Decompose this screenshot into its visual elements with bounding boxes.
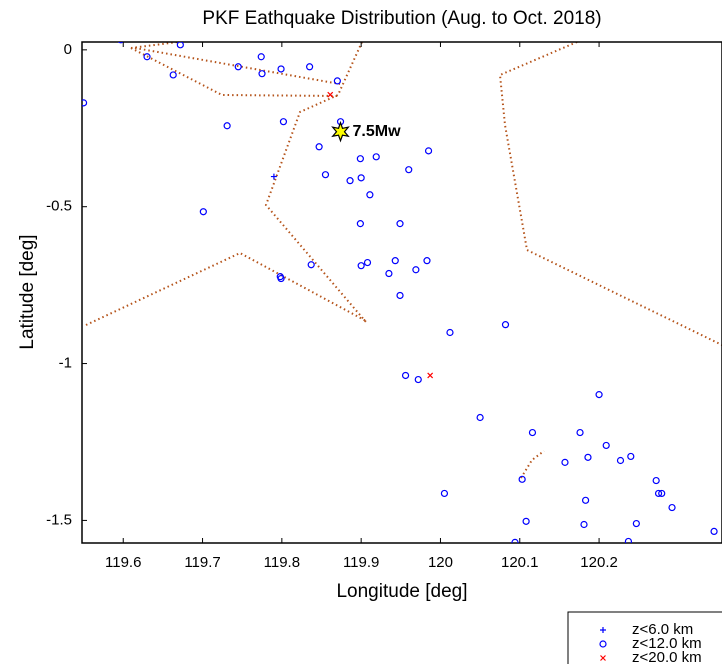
point xyxy=(602,441,610,450)
y-axis-label: Latitude [deg] xyxy=(17,234,38,349)
point xyxy=(405,166,413,174)
point xyxy=(270,173,277,180)
point xyxy=(446,328,454,337)
fault-line xyxy=(520,450,545,479)
legend-marker xyxy=(600,655,606,661)
x-tick-label: 119.6 xyxy=(105,554,141,571)
point xyxy=(414,375,422,384)
point xyxy=(511,538,519,543)
point xyxy=(624,537,633,543)
point xyxy=(279,118,288,126)
point xyxy=(321,171,330,179)
point xyxy=(627,452,635,461)
fault-line xyxy=(130,47,341,97)
fault-line xyxy=(498,42,722,346)
point xyxy=(528,428,537,437)
point xyxy=(561,458,569,466)
legend-marker xyxy=(599,640,607,648)
chart-title: PKF Eathquake Distribution (Aug. to Oct.… xyxy=(202,8,601,29)
point xyxy=(710,527,718,535)
point xyxy=(327,91,334,98)
point xyxy=(654,489,663,498)
y-tick-label: -0.5 xyxy=(46,198,72,215)
point xyxy=(363,258,372,267)
legend-label: z<12.0 km xyxy=(632,635,702,652)
point xyxy=(476,413,484,422)
point xyxy=(307,261,315,269)
x-tick-label: 119.9 xyxy=(343,554,379,571)
point xyxy=(424,147,433,155)
point xyxy=(440,489,449,498)
point xyxy=(385,269,393,278)
point xyxy=(522,517,530,525)
fault-line xyxy=(134,47,341,85)
point xyxy=(580,520,588,529)
point xyxy=(501,321,510,329)
point xyxy=(584,453,592,461)
x-tick-label: 120.2 xyxy=(580,554,618,571)
fault-lines xyxy=(85,42,722,479)
points xyxy=(82,42,718,543)
point xyxy=(668,503,676,512)
point xyxy=(518,475,526,483)
point xyxy=(277,274,285,283)
point xyxy=(652,476,660,485)
point xyxy=(427,372,434,379)
point xyxy=(632,519,640,528)
point xyxy=(169,71,177,79)
point xyxy=(366,191,374,199)
legend-label: z<6.0 km xyxy=(632,621,693,638)
x-axis-label: Longitude [deg] xyxy=(336,581,467,602)
point xyxy=(257,53,265,61)
point xyxy=(658,489,666,498)
fault-line xyxy=(130,42,179,49)
point xyxy=(143,53,151,61)
point xyxy=(581,496,590,504)
point xyxy=(118,42,124,44)
point xyxy=(176,42,184,49)
fault-line xyxy=(85,251,367,326)
point xyxy=(357,174,365,182)
point xyxy=(401,371,410,380)
point xyxy=(82,99,88,107)
x-tick-label: 119.8 xyxy=(264,554,300,571)
point xyxy=(423,257,431,265)
point xyxy=(356,220,364,228)
y-tick-label: -1 xyxy=(59,355,72,372)
point xyxy=(333,77,341,85)
x-tick-label: 120 xyxy=(428,554,453,571)
point xyxy=(277,65,285,73)
point xyxy=(199,208,207,216)
point xyxy=(357,262,365,270)
y-tick-label: 0 xyxy=(64,41,72,58)
point xyxy=(391,257,399,265)
point xyxy=(412,266,420,274)
annotation-label: 7.5Mw xyxy=(353,123,402,140)
point xyxy=(595,391,603,399)
point xyxy=(223,122,231,130)
legend-label: z<20.0 km xyxy=(632,649,702,664)
point xyxy=(576,428,584,437)
legend-marker xyxy=(600,627,606,633)
fault-line xyxy=(264,42,367,323)
point xyxy=(372,153,380,161)
point xyxy=(356,155,364,163)
legend-box xyxy=(567,611,722,664)
y-tick-label: -1.5 xyxy=(46,511,72,528)
point xyxy=(234,63,242,71)
point xyxy=(346,177,354,185)
point xyxy=(306,63,314,71)
point xyxy=(315,143,323,151)
annotation-star xyxy=(331,120,350,143)
point xyxy=(396,220,404,228)
x-tick-label: 120.1 xyxy=(501,554,539,571)
plot-frame xyxy=(81,41,722,544)
point xyxy=(396,291,404,300)
x-tick-label: 119.7 xyxy=(184,554,220,571)
point xyxy=(616,456,625,465)
point xyxy=(258,70,266,78)
